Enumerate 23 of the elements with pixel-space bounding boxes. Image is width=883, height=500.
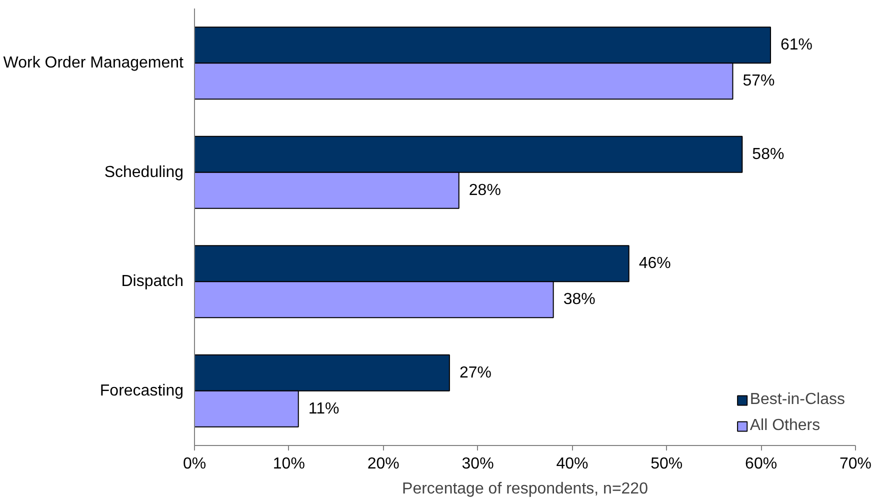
data-label: 38% [563, 291, 596, 308]
x-tick-label: 30% [462, 456, 494, 472]
data-label: 57% [742, 72, 775, 90]
y-tick-label: Scheduling [104, 164, 184, 181]
x-tick-label: 70% [839, 456, 872, 472]
data-label: 61% [780, 36, 813, 54]
x-tick-label: 0% [182, 456, 206, 472]
data-label: 58% [752, 146, 784, 163]
data-label: 46% [638, 255, 671, 272]
legend-label: Best-in-Class [750, 391, 845, 409]
legend-label: All Others [750, 417, 820, 435]
data-label: 11% [308, 400, 340, 418]
x-tick-label: 10% [272, 456, 305, 472]
y-tick-label: Work Order Management [3, 54, 184, 72]
x-tick-label: 50% [650, 456, 683, 472]
data-label: 28% [468, 182, 501, 199]
x-tick-label: 20% [367, 456, 400, 472]
y-tick-label: Forecasting [100, 382, 184, 400]
x-axis-title: Percentage of respondents, n=220 [402, 480, 648, 498]
x-tick-label: 40% [556, 456, 588, 472]
data-label: 27% [459, 364, 492, 382]
y-tick-label: Dispatch [121, 273, 184, 290]
x-tick-label: 60% [745, 456, 778, 472]
